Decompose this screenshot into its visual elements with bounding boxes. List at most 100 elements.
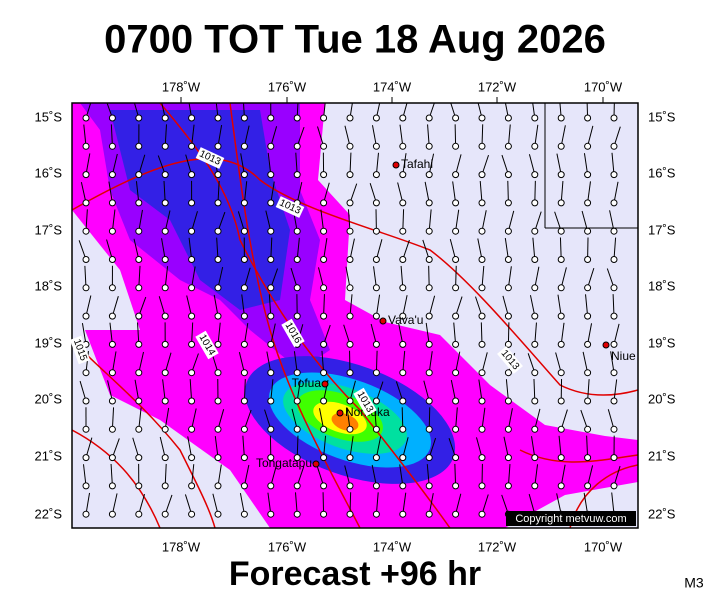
lat-label: 22˚S bbox=[35, 506, 63, 521]
wind-station bbox=[453, 370, 459, 376]
lat-label: 21˚S bbox=[648, 448, 676, 463]
wind-station bbox=[215, 115, 221, 121]
wind-station bbox=[347, 313, 353, 319]
wind-station bbox=[162, 285, 168, 291]
place-name: Tongatapu bbox=[256, 456, 312, 470]
wind-station bbox=[611, 341, 617, 347]
wind-station bbox=[453, 511, 459, 517]
wind-station bbox=[532, 313, 538, 319]
place-marker bbox=[313, 461, 319, 467]
wind-station bbox=[532, 341, 538, 347]
wind-station bbox=[532, 257, 538, 263]
wind-station bbox=[189, 370, 195, 376]
wind-station bbox=[215, 455, 221, 461]
wind-station bbox=[321, 398, 327, 404]
wind-station bbox=[479, 398, 485, 404]
wind-station bbox=[109, 200, 115, 206]
wind-station bbox=[558, 426, 564, 432]
wind-station bbox=[505, 143, 511, 149]
wind-station bbox=[162, 172, 168, 178]
wind-station bbox=[321, 143, 327, 149]
wind-station bbox=[426, 426, 432, 432]
wind-station bbox=[83, 455, 89, 461]
wind-station bbox=[241, 398, 247, 404]
wind-station bbox=[215, 483, 221, 489]
wind-station bbox=[400, 257, 406, 263]
wind-station bbox=[241, 257, 247, 263]
wind-station bbox=[479, 285, 485, 291]
wind-station bbox=[479, 511, 485, 517]
wind-station bbox=[268, 483, 274, 489]
wind-station bbox=[373, 200, 379, 206]
wind-station bbox=[426, 483, 432, 489]
wind-station bbox=[532, 483, 538, 489]
wind-station bbox=[109, 257, 115, 263]
wind-station bbox=[585, 257, 591, 263]
wind-station bbox=[505, 257, 511, 263]
wind-station bbox=[321, 341, 327, 347]
wind-station bbox=[347, 426, 353, 432]
wind-station bbox=[611, 398, 617, 404]
wind-station bbox=[136, 313, 142, 319]
wind-station bbox=[453, 426, 459, 432]
wind-station bbox=[532, 398, 538, 404]
wind-station bbox=[585, 172, 591, 178]
wind-station bbox=[373, 483, 379, 489]
lat-label: 17˚S bbox=[35, 222, 63, 237]
wind-station bbox=[162, 257, 168, 263]
wind-station bbox=[373, 172, 379, 178]
wind-station bbox=[241, 228, 247, 234]
wind-station bbox=[373, 341, 379, 347]
wind-station bbox=[162, 483, 168, 489]
wind-station bbox=[426, 143, 432, 149]
wind-station bbox=[215, 313, 221, 319]
wind-station bbox=[294, 313, 300, 319]
wind-station bbox=[241, 426, 247, 432]
wind-station bbox=[611, 200, 617, 206]
wind-station bbox=[136, 200, 142, 206]
wind-station bbox=[558, 115, 564, 121]
wind-station bbox=[373, 426, 379, 432]
wind-station bbox=[268, 426, 274, 432]
copyright: Copyright metvuw.com bbox=[515, 513, 626, 525]
wind-station bbox=[585, 398, 591, 404]
wind-station bbox=[215, 341, 221, 347]
wind-station bbox=[400, 426, 406, 432]
wind-station bbox=[479, 313, 485, 319]
place-name: Tafahi bbox=[401, 157, 433, 171]
lat-label: 15˚S bbox=[648, 109, 676, 124]
wind-station bbox=[189, 398, 195, 404]
place-marker bbox=[603, 342, 609, 348]
wind-station bbox=[321, 200, 327, 206]
wind-station bbox=[479, 200, 485, 206]
wind-station bbox=[479, 228, 485, 234]
lat-label: 16˚S bbox=[35, 165, 63, 180]
wind-station bbox=[426, 341, 432, 347]
wind-station bbox=[136, 341, 142, 347]
wind-station bbox=[347, 285, 353, 291]
wind-station bbox=[241, 285, 247, 291]
wind-station bbox=[479, 455, 485, 461]
wind-station bbox=[373, 285, 379, 291]
wind-station bbox=[453, 285, 459, 291]
wind-station bbox=[136, 285, 142, 291]
wind-station bbox=[558, 341, 564, 347]
wind-station bbox=[479, 370, 485, 376]
wind-station bbox=[532, 285, 538, 291]
wind-station bbox=[162, 511, 168, 517]
wind-station bbox=[294, 370, 300, 376]
wind-station bbox=[532, 426, 538, 432]
wind-station bbox=[558, 200, 564, 206]
wind-station bbox=[136, 455, 142, 461]
wind-station bbox=[136, 228, 142, 234]
wind-station bbox=[294, 257, 300, 263]
wind-station bbox=[532, 228, 538, 234]
wind-station bbox=[189, 426, 195, 432]
wind-station bbox=[83, 200, 89, 206]
wind-station bbox=[189, 200, 195, 206]
wind-station bbox=[321, 172, 327, 178]
wind-station bbox=[373, 313, 379, 319]
wind-station bbox=[479, 426, 485, 432]
wind-station bbox=[189, 143, 195, 149]
wind-station bbox=[532, 200, 538, 206]
